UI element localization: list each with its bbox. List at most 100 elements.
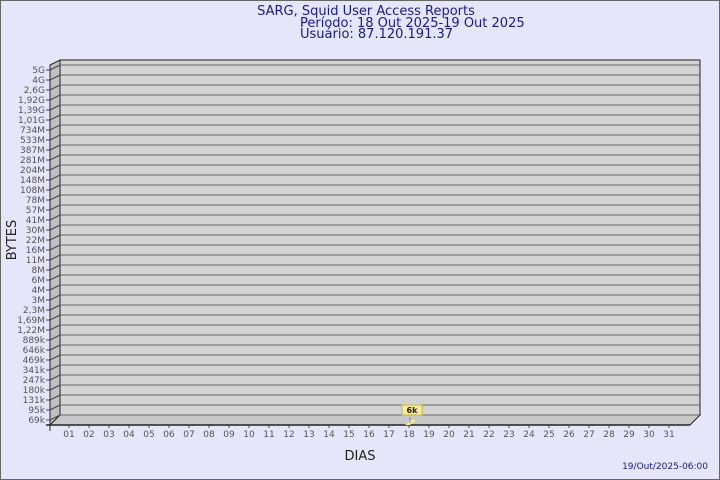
gridline-wall — [49, 74, 61, 81]
y-tick-label: 4M — [32, 286, 46, 296]
gridline-wall — [49, 194, 61, 201]
x-tick-label: 02 — [83, 430, 94, 440]
x-tick-label: 25 — [543, 430, 554, 440]
y-tick-label: 108M — [20, 186, 45, 196]
gridline-wall — [49, 294, 61, 301]
y-tick-label: 3M — [32, 296, 46, 306]
y-tick-label: 341k — [23, 366, 46, 376]
x-tick-label: 15 — [343, 430, 354, 440]
x-tick-label: 03 — [103, 430, 114, 440]
gridline-wall — [49, 144, 61, 151]
y-tick-label: 69k — [28, 416, 45, 426]
gridline-wall — [49, 224, 61, 231]
x-tick-label: 31 — [663, 430, 674, 440]
footer-timestamp: 19/Out/2025-06:00 — [622, 462, 708, 472]
y-tick-label: 11M — [26, 256, 45, 266]
bar-data-label: 6k — [407, 406, 419, 415]
plot-back — [59, 59, 701, 416]
x-tick-label: 21 — [463, 430, 474, 440]
chart-user: Usuário: 87.120.191.37 — [300, 27, 453, 42]
x-tick-label: 10 — [243, 430, 255, 440]
y-tick-label: 180k — [23, 386, 46, 396]
y-tick-label: 646k — [23, 346, 46, 356]
y-tick-label: 8M — [32, 266, 46, 276]
x-tick-label: 09 — [223, 430, 235, 440]
y-tick-label: 41M — [26, 216, 45, 226]
gridline-wall — [49, 64, 61, 71]
x-tick-label: 11 — [263, 430, 274, 440]
x-tick-label: 01 — [63, 430, 74, 440]
y-tick-label: 1,69M — [17, 316, 45, 326]
gridline-wall — [49, 414, 61, 421]
gridline-wall — [49, 174, 61, 181]
gridline-wall — [49, 84, 61, 91]
x-tick-label: 24 — [523, 430, 535, 440]
x-tick-label: 22 — [483, 430, 494, 440]
gridline-wall — [49, 94, 61, 101]
y-tick-label: 281M — [20, 156, 45, 166]
gridline-wall — [49, 204, 61, 211]
gridline-wall — [49, 104, 61, 111]
plot-floor — [48, 414, 702, 426]
gridline-wall — [49, 114, 61, 121]
x-tick-label: 05 — [143, 430, 154, 440]
y-tick-label: 2,6G — [24, 86, 45, 96]
y-tick-label: 889k — [23, 336, 46, 346]
x-tick-label: 08 — [203, 430, 215, 440]
y-tick-label: 78M — [26, 196, 45, 206]
gridline-wall — [49, 334, 61, 341]
x-tick-label: 28 — [603, 430, 615, 440]
x-tick-label: 12 — [283, 430, 294, 440]
y-tick-label: 734M — [20, 126, 45, 136]
gridline-wall — [49, 324, 61, 331]
y-tick-label: 57M — [26, 206, 45, 216]
gridline-wall — [49, 394, 61, 401]
x-tick-label: 26 — [563, 430, 575, 440]
x-tick-label: 13 — [303, 430, 314, 440]
gridline-wall — [49, 364, 61, 371]
gridline-wall — [49, 264, 61, 271]
gridline-wall — [49, 154, 61, 161]
gridline-wall — [49, 164, 61, 171]
gridline-wall — [49, 374, 61, 381]
x-tick-label: 30 — [643, 430, 655, 440]
y-tick-label: 30M — [26, 226, 45, 236]
gridline-wall — [49, 314, 61, 321]
x-tick-label: 20 — [443, 430, 455, 440]
y-tick-label: 22M — [26, 236, 45, 246]
gridline-wall — [49, 384, 61, 391]
gridline-wall — [49, 134, 61, 141]
y-tick-label: 16M — [26, 246, 45, 256]
gridline-wall — [49, 404, 61, 411]
x-tick-label: 27 — [583, 430, 594, 440]
y-tick-label: 1,01G — [18, 116, 45, 126]
gridline-wall — [49, 124, 61, 131]
gridline-wall — [49, 214, 61, 221]
y-tick-label: 95k — [28, 406, 45, 416]
y-axis-label: BYTES — [5, 220, 20, 261]
x-tick-label: 07 — [183, 430, 194, 440]
x-tick-label: 14 — [323, 430, 335, 440]
y-tick-label: 5G — [32, 66, 45, 76]
x-tick-label: 19 — [423, 430, 435, 440]
y-tick-label: 533M — [20, 136, 45, 146]
y-tick-label: 131k — [23, 396, 46, 406]
x-tick-label: 04 — [123, 430, 135, 440]
x-tick-label: 18 — [403, 430, 415, 440]
gridline-wall — [49, 304, 61, 311]
y-tick-label: 387M — [20, 146, 45, 156]
y-tick-label: 2,3M — [23, 306, 45, 316]
chart-period: Período: 18 Out 2025-19 Out 2025 — [300, 16, 525, 31]
y-tick-label: 1,92G — [18, 96, 45, 106]
y-tick-label: 469k — [23, 356, 46, 366]
y-tick-label: 247k — [23, 376, 46, 386]
x-axis-label: DIAS — [345, 449, 376, 464]
gridline-wall — [49, 284, 61, 291]
x-tick-label: 23 — [503, 430, 514, 440]
y-tick-label: 1,39G — [18, 106, 45, 116]
bar-label-box — [401, 404, 423, 416]
x-tick-label: 29 — [623, 430, 635, 440]
gridline-wall — [49, 344, 61, 351]
chart-title: SARG, Squid User Access Reports — [257, 4, 475, 19]
